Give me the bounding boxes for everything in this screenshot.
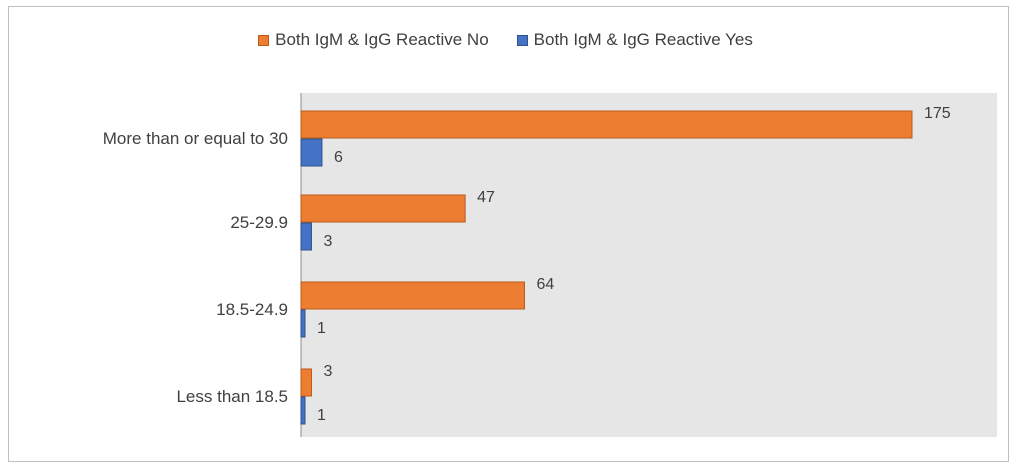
data-label: 3 <box>323 363 332 380</box>
bar-reactive-yes <box>300 309 306 338</box>
category-label: More than or equal to 30 <box>103 129 288 148</box>
bar-reactive-no <box>300 194 466 223</box>
bar-reactive-no <box>300 281 525 310</box>
bar-reactive-yes <box>300 396 306 425</box>
data-label: 175 <box>924 105 951 122</box>
category-label: 18.5-24.9 <box>216 300 288 319</box>
chart-legend: Both IgM & IgG Reactive No Both IgM & Ig… <box>0 30 1011 50</box>
bar-reactive-no <box>300 110 913 139</box>
data-label: 6 <box>334 149 343 166</box>
legend-label-no: Both IgM & IgG Reactive No <box>275 30 489 49</box>
data-label: 1 <box>317 320 326 337</box>
category-label: 25-29.9 <box>230 213 288 232</box>
data-label: 1 <box>317 407 326 424</box>
bar-reactive-no <box>300 368 312 397</box>
legend-item-no: Both IgM & IgG Reactive No <box>258 30 489 50</box>
data-label: 3 <box>323 233 332 250</box>
legend-label-yes: Both IgM & IgG Reactive Yes <box>533 30 753 49</box>
bar-reactive-yes <box>300 138 323 167</box>
bar-reactive-yes <box>300 222 312 251</box>
legend-swatch-no <box>258 34 270 46</box>
legend-swatch-yes <box>516 34 528 46</box>
category-label: Less than 18.5 <box>176 387 288 406</box>
data-label: 64 <box>536 276 554 293</box>
legend-item-yes: Both IgM & IgG Reactive Yes <box>516 30 753 50</box>
data-label: 47 <box>477 189 495 206</box>
plot-area <box>301 93 997 437</box>
